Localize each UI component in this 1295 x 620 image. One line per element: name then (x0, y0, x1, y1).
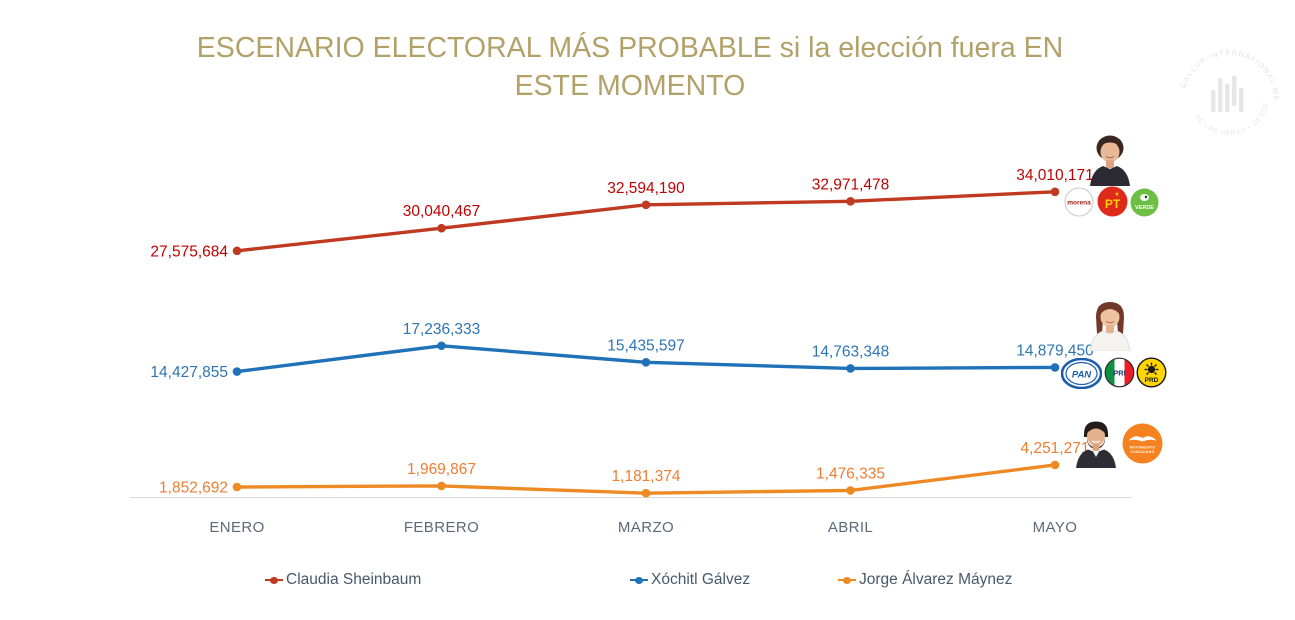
delasheras-monogram-icon (1211, 76, 1244, 112)
legend-marker-red (265, 575, 283, 585)
candidate-photo-xochitl-galvez (1089, 302, 1131, 351)
pt-logo-text: PT (1105, 197, 1121, 211)
morena-logo: morena (1064, 187, 1094, 217)
data-label: 1,181,374 (612, 468, 681, 485)
candidate-photo-jorge-alvarez-maynez (1076, 421, 1116, 468)
data-label: 14,879,450 (1016, 342, 1094, 359)
pt-star-icon: ★ (1114, 191, 1119, 198)
data-point (641, 358, 651, 367)
svg-text:GALLUP INTERNATIONAL MEMBER: GALLUP INTERNATIONAL MEMBER (1170, 38, 1279, 102)
data-point (1050, 363, 1060, 372)
data-point (437, 481, 446, 491)
data-label: 1,476,335 (816, 465, 885, 482)
data-point (437, 223, 446, 233)
data-point (232, 246, 242, 256)
data-point (641, 200, 651, 210)
candidate-photo-claudia-sheinbaum (1090, 135, 1130, 186)
legend-marker-blue (630, 575, 648, 585)
data-label: 1,852,692 (159, 479, 228, 496)
data-point (846, 486, 855, 495)
data-point (1050, 460, 1060, 470)
prd-logo-text: PRD (1145, 377, 1159, 384)
pan-logo: PAN (1061, 358, 1102, 389)
x-axis-label: ENERO (209, 519, 264, 536)
legend-label: Jorge Álvarez Máynez (859, 571, 1013, 588)
mc-logo-text-1: MOVIMIENTO (1130, 446, 1156, 450)
watermark-top-text: GALLUP INTERNATIONAL MEMBER (1170, 38, 1278, 102)
legend-label: Xóchitl Gálvez (651, 571, 751, 588)
data-point (846, 364, 855, 373)
data-point (846, 197, 855, 206)
mc-logo-text-2: CIUDADANO (1130, 450, 1154, 454)
pri-logo: PRI (1104, 357, 1135, 388)
data-point (437, 341, 446, 351)
data-label: 1,969,867 (407, 461, 476, 478)
data-point (232, 482, 242, 492)
mc-eagle-icon (1128, 436, 1157, 442)
gallup-watermark-logo: GALLUP INTERNATIONAL MEMBER DE LAS HERAS… (1170, 38, 1279, 137)
data-label: 17,236,333 (403, 321, 481, 338)
prd-sun-icon (1144, 362, 1159, 375)
data-label: 15,435,597 (607, 337, 685, 354)
data-label: 30,040,467 (403, 203, 481, 220)
data-label: 14,763,348 (812, 343, 890, 360)
data-label: 14,427,855 (150, 364, 228, 381)
data-label: 34,010,171 (1016, 167, 1094, 184)
x-axis-label: MAYO (1033, 519, 1078, 536)
legend-marker-orange (838, 575, 856, 585)
data-label: 32,594,190 (607, 180, 685, 197)
data-point (641, 488, 651, 498)
data-label: 32,971,478 (812, 176, 890, 193)
legend-item-xochitl-galvez: Xóchitl Gálvez (630, 570, 750, 590)
pan-logo-text: PAN (1072, 370, 1092, 381)
movimiento-ciudadano-logo: MOVIMIENTO CIUDADANO (1122, 423, 1163, 464)
verde-logo-text: VERDE (1135, 205, 1154, 211)
data-label: 27,575,684 (150, 243, 228, 260)
morena-logo-text: morena (1067, 200, 1091, 207)
pri-logo-text: PRI (1113, 369, 1126, 378)
data-point (1050, 187, 1060, 197)
legend-item-jorge-alvarez-maynez: Jorge Álvarez Máynez (838, 570, 1012, 590)
page-title: ESCENARIO ELECTORAL MÁS PROBABLE si la e… (196, 32, 1064, 102)
data-label: 4,251,271 (1021, 440, 1090, 457)
prd-logo: PRD (1136, 357, 1167, 388)
x-axis-label: FEBRERO (404, 519, 479, 536)
x-axis-label: MARZO (618, 519, 674, 536)
pt-logo: PT ★ (1097, 186, 1128, 217)
x-axis-label: ABRIL (828, 519, 873, 536)
data-point (232, 367, 242, 376)
legend-item-claudia-sheinbaum: Claudia Sheinbaum (265, 570, 421, 590)
legend-label: Claudia Sheinbaum (286, 571, 422, 588)
verde-logo: VERDE (1130, 188, 1159, 217)
